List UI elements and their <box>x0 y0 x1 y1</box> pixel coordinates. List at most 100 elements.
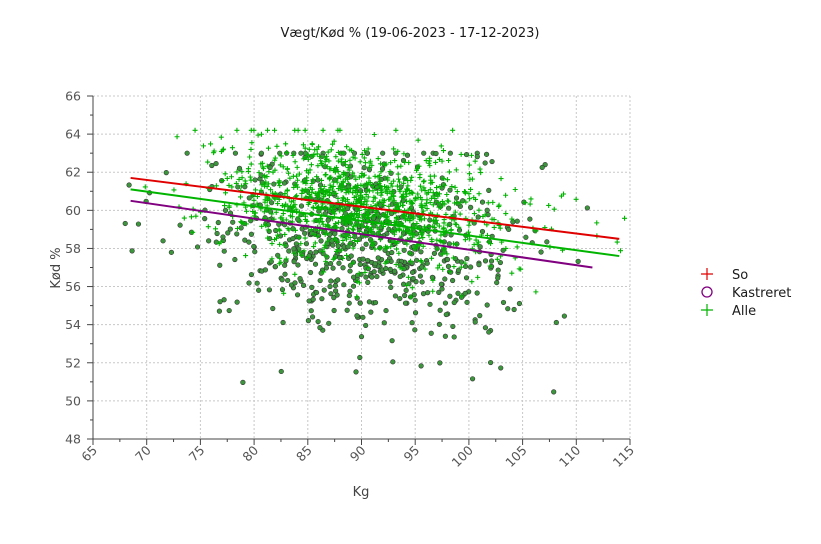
data-point-kastreret <box>326 320 332 326</box>
data-point-alle <box>234 169 240 175</box>
data-point-alle <box>395 164 401 170</box>
data-point-alle <box>482 212 488 218</box>
data-point-alle <box>188 214 194 220</box>
data-point-alle <box>472 158 478 164</box>
data-point-alle <box>380 224 386 230</box>
data-point-kastreret <box>272 264 278 270</box>
data-point-alle <box>375 190 381 196</box>
data-point-alle <box>359 221 365 227</box>
data-point-kastreret <box>436 289 442 295</box>
data-point-alle <box>310 153 316 159</box>
data-point-alle <box>404 199 410 205</box>
data-point-alle <box>388 244 394 250</box>
data-point-alle <box>277 183 283 189</box>
data-point-alle <box>419 204 425 210</box>
data-point-alle <box>381 202 387 208</box>
data-point-alle <box>325 238 331 244</box>
data-point-kastreret <box>497 259 504 266</box>
data-point-kastreret <box>129 248 135 254</box>
data-point-alle <box>224 175 230 181</box>
data-point-alle <box>457 200 463 206</box>
data-point-alle <box>395 148 401 154</box>
data-point-kastreret <box>514 218 520 224</box>
data-point-kastreret <box>450 323 456 330</box>
data-point-alle <box>294 164 300 170</box>
data-point-alle <box>316 144 322 150</box>
data-point-alle <box>181 215 187 221</box>
data-point-alle <box>302 127 308 133</box>
legend: So Kastreret Alle <box>701 268 791 319</box>
data-point-alle <box>348 220 354 226</box>
data-point-alle <box>466 222 472 228</box>
data-point-alle <box>514 244 520 250</box>
data-point-alle <box>294 193 300 199</box>
data-point-alle <box>466 162 472 168</box>
data-point-kastreret <box>476 262 482 268</box>
data-point-kastreret <box>221 248 227 254</box>
data-point-alle <box>269 256 275 262</box>
data-point-kastreret <box>463 151 470 158</box>
data-point-alle <box>411 231 417 237</box>
data-point-kastreret <box>217 262 223 268</box>
data-point-alle <box>440 251 446 257</box>
data-point-alle <box>174 134 180 140</box>
data-point-kastreret <box>419 279 425 285</box>
data-point-kastreret <box>584 205 590 211</box>
data-point-alle <box>487 263 493 269</box>
regression-line-kastreret <box>130 199 593 269</box>
data-point-alle <box>356 270 362 276</box>
data-point-alle <box>419 232 425 238</box>
data-point-kastreret <box>388 284 394 291</box>
data-point-alle <box>298 252 304 258</box>
data-point-kastreret <box>474 154 480 160</box>
data-point-alle <box>240 220 246 226</box>
data-point-alle <box>445 177 451 183</box>
data-point-alle <box>299 187 305 193</box>
data-point-alle <box>276 226 282 232</box>
data-point-alle <box>353 189 359 195</box>
data-point-alle <box>340 237 346 243</box>
data-point-alle <box>303 180 309 186</box>
data-point-alle <box>335 186 341 192</box>
data-point-alle <box>401 151 407 157</box>
data-point-alle <box>292 227 298 233</box>
data-point-kastreret <box>451 334 457 340</box>
data-point-alle <box>259 223 265 229</box>
data-point-alle <box>283 141 289 147</box>
data-point-alle <box>298 241 304 247</box>
data-point-kastreret <box>575 258 581 264</box>
data-point-alle <box>423 200 429 206</box>
data-point-kastreret <box>308 308 314 314</box>
data-point-alle <box>354 294 360 300</box>
data-point-kastreret <box>511 306 517 313</box>
data-point-kastreret <box>484 302 490 308</box>
data-point-alle <box>262 221 268 227</box>
data-point-alle <box>417 216 423 222</box>
data-point-kastreret <box>340 265 346 271</box>
data-point-alle <box>320 127 326 133</box>
data-point-alle <box>317 154 323 160</box>
data-point-kastreret <box>275 252 281 258</box>
data-point-alle <box>271 237 277 243</box>
data-point-alle <box>311 231 317 237</box>
x-tick-label: 100 <box>449 442 477 470</box>
data-point-alle <box>338 233 344 239</box>
data-point-alle <box>360 215 366 221</box>
data-point-kastreret <box>527 216 533 222</box>
data-point-alle <box>308 195 314 201</box>
data-point-alle <box>365 146 371 152</box>
x-tick-label: 115 <box>610 443 637 470</box>
data-point-kastreret <box>482 258 489 264</box>
x-tick-label: 80 <box>239 442 261 464</box>
data-point-kastreret <box>439 286 445 292</box>
data-point-alle <box>431 224 437 230</box>
data-point-alle <box>229 184 235 190</box>
data-point-kastreret <box>234 299 240 305</box>
data-point-alle <box>323 253 329 259</box>
data-point-alle <box>333 165 339 171</box>
data-point-alle <box>389 188 395 194</box>
data-point-alle <box>316 190 322 196</box>
data-point-alle <box>304 218 310 224</box>
data-point-alle <box>359 151 365 157</box>
data-point-kastreret <box>312 261 319 267</box>
